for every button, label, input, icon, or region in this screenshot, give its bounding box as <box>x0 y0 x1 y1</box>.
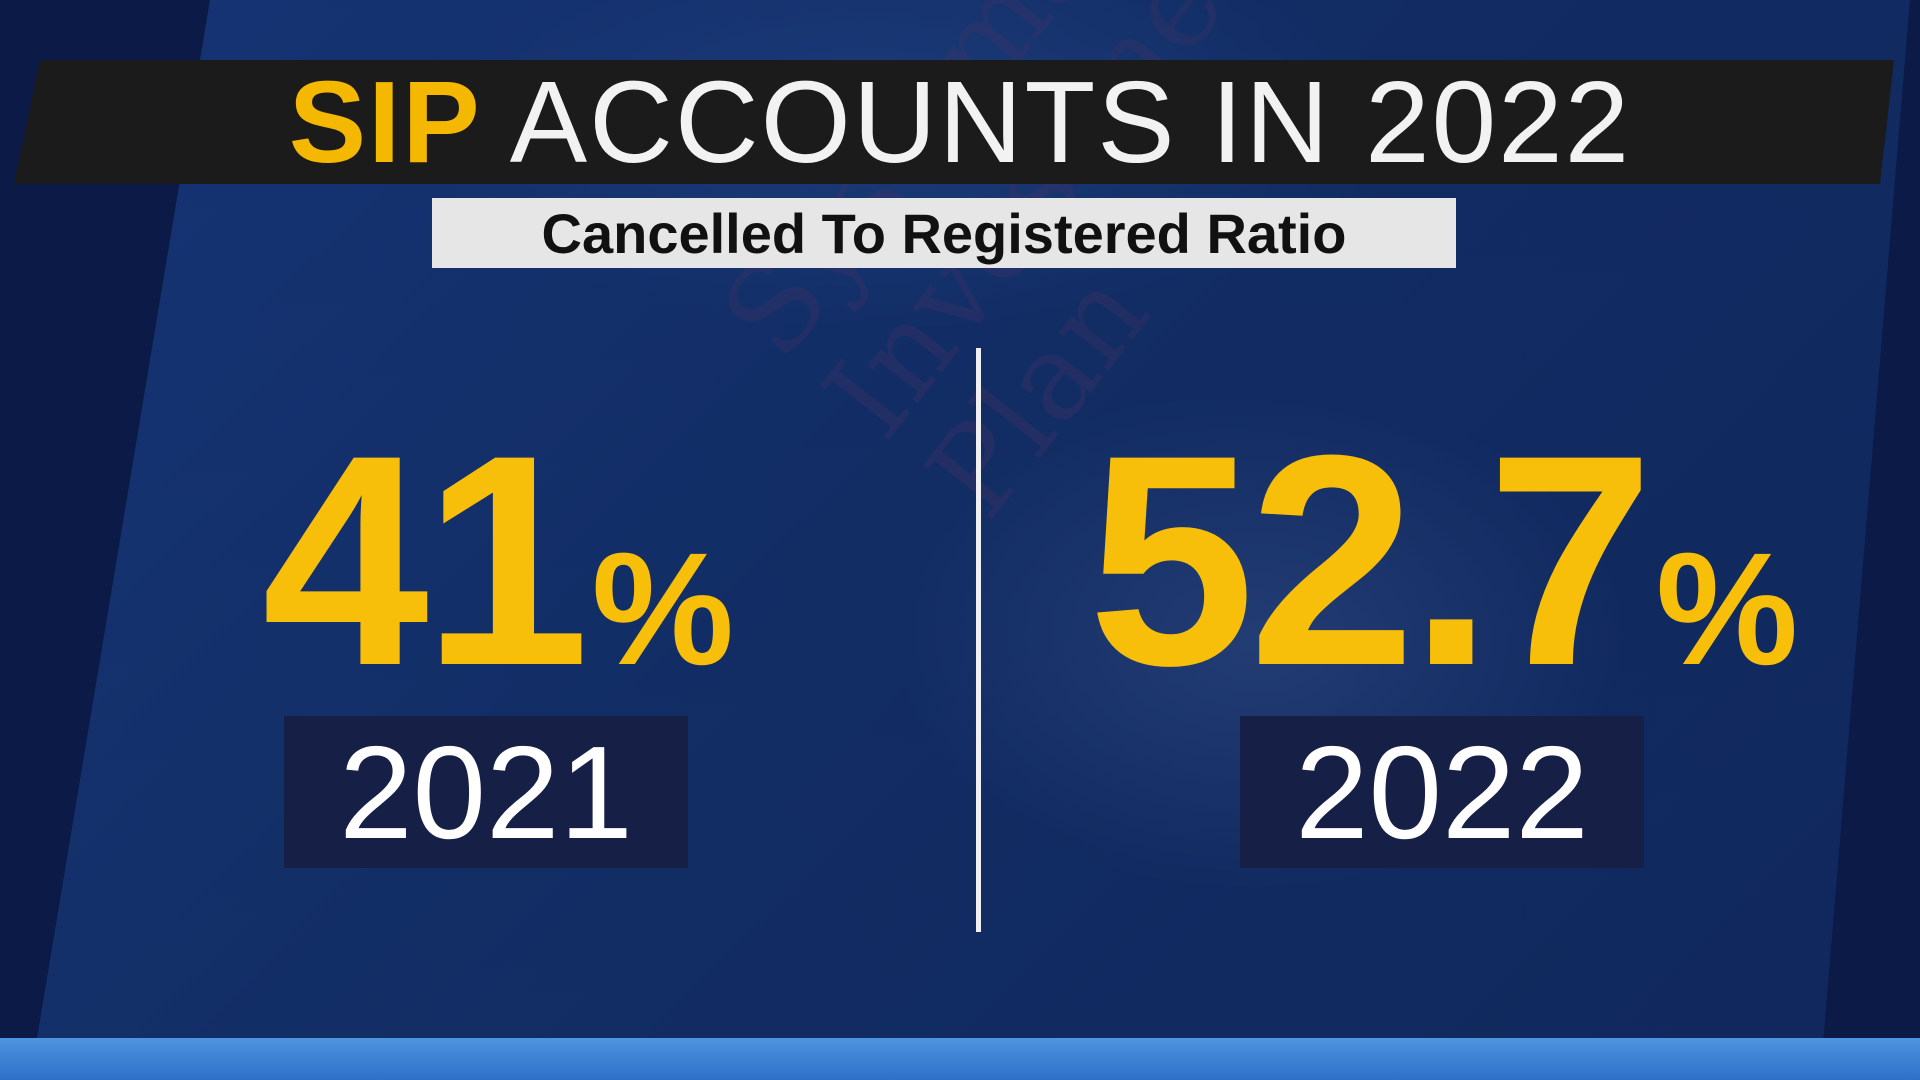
divider <box>976 348 981 932</box>
stat-percent-sign: % <box>591 519 734 698</box>
title-highlight: SIP <box>288 57 482 187</box>
bottom-bar <box>0 1038 1920 1080</box>
stat-number: 52.7 <box>1088 392 1654 728</box>
year-label-2021: 2021 <box>284 716 688 868</box>
stat-value-2022: 52.7% <box>1088 410 1799 710</box>
title-main: ACCOUNTS IN 2022 <box>509 57 1632 187</box>
year-label-2022: 2022 <box>1240 716 1644 868</box>
subtitle: Cancelled To Registered Ratio <box>432 198 1456 268</box>
title-banner <box>14 60 1894 184</box>
page-title: SIP ACCOUNTS IN 2022 <box>0 57 1920 187</box>
stat-percent-sign: % <box>1655 519 1799 698</box>
stat-number: 41 <box>262 392 590 728</box>
stat-value-2021: 41% <box>262 410 734 710</box>
